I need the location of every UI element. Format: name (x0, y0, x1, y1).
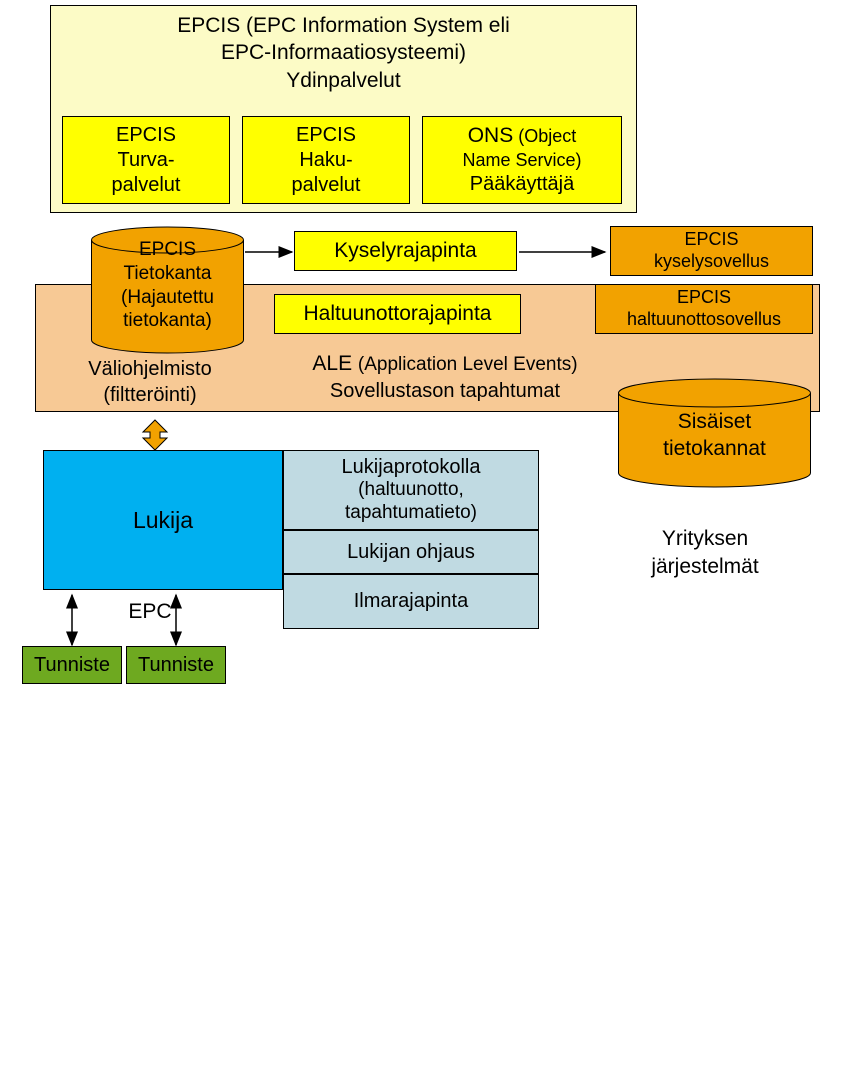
kyselyrajapinta-box: Kyselyrajapinta (294, 231, 517, 271)
tunniste2-box: Tunniste (126, 646, 226, 684)
epcis-title: EPCIS (EPC Information System eli EPC-In… (177, 12, 510, 94)
yrityksen-label: Yrityksen järjestelmät (590, 525, 820, 582)
ilmarajapinta-box: Ilmarajapinta (283, 574, 539, 629)
lukija-box: Lukija (43, 450, 283, 590)
lukijaprotokolla-box: Lukijaprotokolla (haltuunotto, tapahtuma… (283, 450, 539, 530)
epcis-kyselysovellus-box: EPCIS kyselysovellus (610, 226, 813, 276)
lukijan-ohjaus-box: Lukijan ohjaus (283, 530, 539, 574)
haltuunottorajapinta-box: Haltuunottorajapinta (274, 294, 521, 334)
valiohjelmisto-label: Väliohjelmisto (filtteröinti) (55, 356, 245, 408)
epcis-db-cylinder: EPCIS Tietokanta (Hajautettu tietokanta) (90, 226, 245, 354)
epcis-haltuunottosovellus-box: EPCIS haltuunottosovellus (595, 284, 813, 334)
ale-label: ALE (Application Level Events) Sovellust… (265, 350, 625, 405)
epcis-haku-box: EPCIS Haku- palvelut (242, 116, 410, 204)
sisaiset-db-cylinder: Sisäiset tietokannat (617, 378, 812, 488)
epcis-turva-box: EPCIS Turva- palvelut (62, 116, 230, 204)
epc-label: EPC (110, 600, 190, 624)
tunniste1-box: Tunniste (22, 646, 122, 684)
ons-box: ONS (Object Name Service) Pääkäyttäjä (422, 116, 622, 204)
